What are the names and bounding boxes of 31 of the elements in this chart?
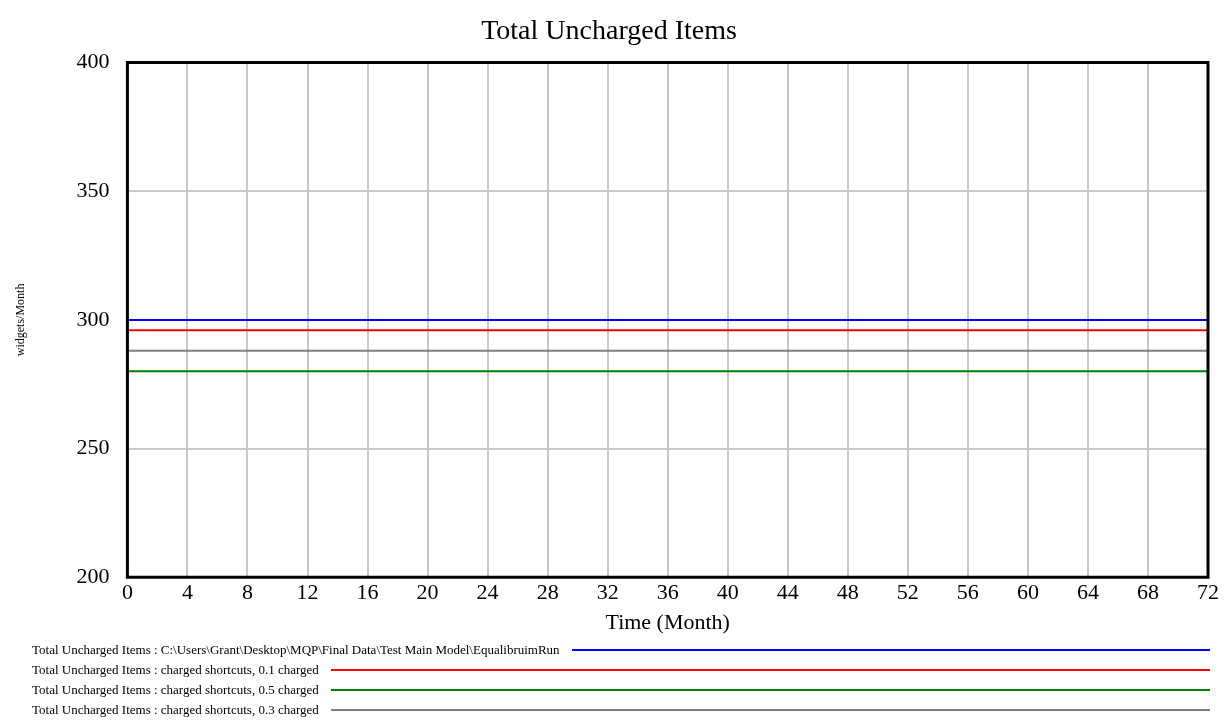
x-tick-label: 68: [1136, 579, 1159, 605]
x-tick-label: 20: [416, 579, 439, 605]
x-tick-label: 52: [896, 579, 919, 605]
x-tick-label: 36: [656, 579, 679, 605]
x-tick-label: 4: [181, 579, 193, 605]
y-tick-label: 200: [76, 562, 110, 588]
x-tick-label: 24: [476, 579, 499, 605]
x-tick-label: 56: [956, 579, 979, 605]
y-tick-label: 250: [76, 434, 110, 460]
x-tick-label: 0: [121, 579, 133, 605]
x-tick-label: 32: [596, 579, 619, 605]
y-axis-title: widgets/Month: [13, 283, 28, 357]
legend-label: Total Uncharged Items : charged shortcuts, 0.1 charged: [32, 661, 319, 679]
x-tick-label: 72: [1197, 579, 1219, 605]
x-tick-label: 60: [1016, 579, 1039, 605]
legend-label: Total Uncharged Items : C:\Users\Grant\Desktop\MQP\Final Data\Test Main Model\EqualibruimRun: [32, 641, 560, 659]
x-tick-label: 48: [836, 579, 859, 605]
y-tick-label: 400: [76, 48, 110, 74]
x-tick-label: 44: [776, 579, 799, 605]
x-tick-label: 8: [241, 579, 253, 605]
x-tick-label: 28: [536, 579, 559, 605]
legend-label: Total Uncharged Items : charged shortcuts, 0.5 charged: [32, 681, 319, 699]
x-tick-label: 12: [296, 579, 319, 605]
y-tick-label: 350: [76, 177, 110, 203]
x-tick-label: 16: [356, 579, 379, 605]
legend-label: Total Uncharged Items : charged shortcuts, 0.3 charged: [32, 701, 319, 719]
x-tick-label: 64: [1076, 579, 1099, 605]
x-axis-title: Time (Month): [605, 608, 730, 634]
y-tick-label: 300: [76, 305, 110, 331]
x-tick-label: 40: [716, 579, 739, 605]
chart-title: Total Uncharged Items: [481, 14, 737, 46]
